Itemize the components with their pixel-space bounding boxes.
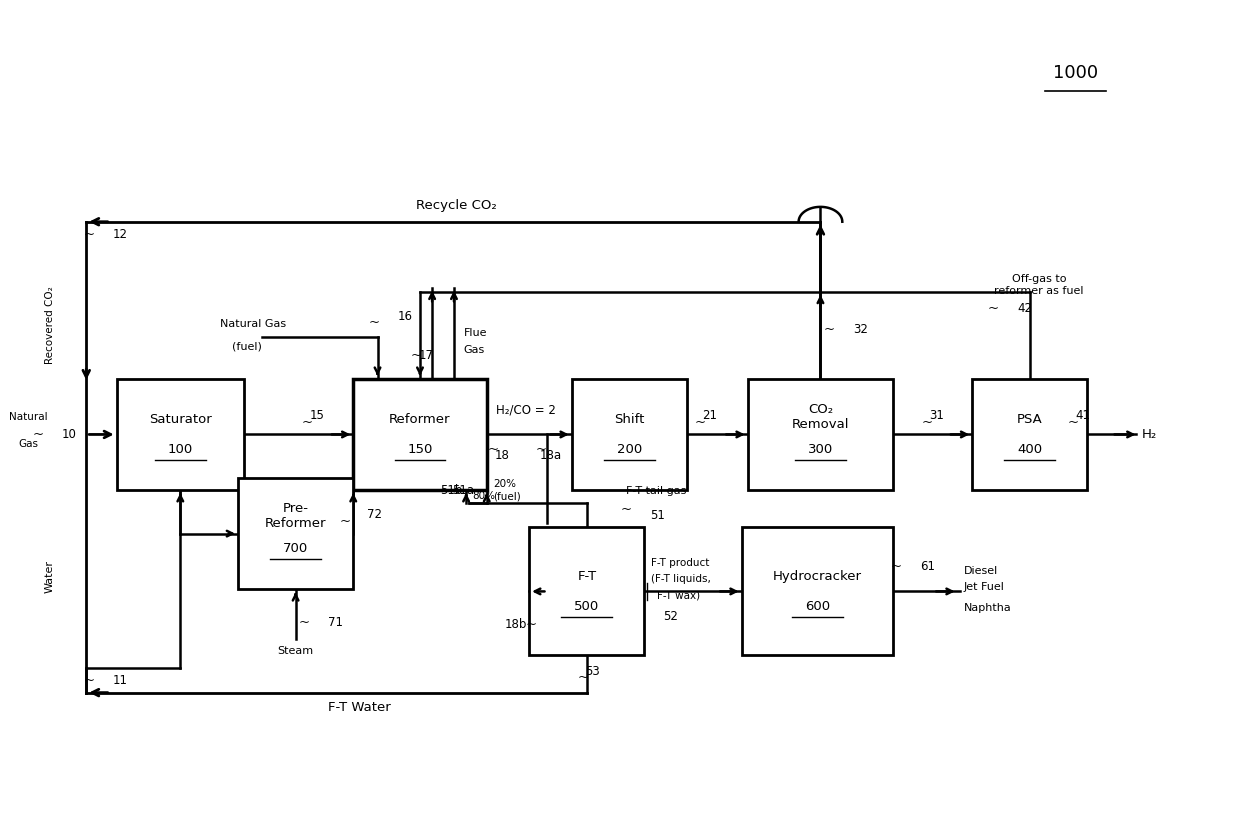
- Text: 500: 500: [574, 600, 599, 613]
- Text: Hydrocracker: Hydrocracker: [773, 570, 862, 583]
- Text: (fuel): (fuel): [232, 342, 262, 351]
- Text: Recovered CO₂: Recovered CO₂: [45, 286, 55, 364]
- Text: PSA: PSA: [1017, 413, 1043, 426]
- Text: 18b: 18b: [505, 618, 527, 631]
- Text: Water: Water: [45, 560, 55, 594]
- Text: Naphtha: Naphtha: [963, 603, 1012, 613]
- Text: 72: 72: [367, 508, 382, 521]
- Text: 41: 41: [1075, 409, 1090, 422]
- Text: 52: 52: [662, 610, 677, 622]
- Text: 100: 100: [167, 443, 193, 456]
- Text: 15: 15: [310, 409, 325, 422]
- Text: Gas: Gas: [464, 344, 485, 354]
- Text: 51: 51: [651, 509, 666, 522]
- Text: F-T Water: F-T Water: [327, 701, 391, 714]
- Text: 600: 600: [805, 600, 830, 613]
- Text: 12: 12: [113, 228, 128, 240]
- Text: F-T wax): F-T wax): [657, 591, 699, 601]
- Text: ~: ~: [578, 671, 589, 685]
- Text: Off-gas to: Off-gas to: [1012, 274, 1066, 284]
- Text: 31: 31: [930, 409, 945, 422]
- Text: ~: ~: [621, 502, 632, 516]
- Text: ~: ~: [487, 443, 498, 456]
- Text: ~: ~: [83, 674, 94, 687]
- Text: 53: 53: [585, 664, 600, 678]
- Text: reformer as fuel: reformer as fuel: [994, 286, 1084, 296]
- Bar: [572, 379, 687, 491]
- Text: ~: ~: [477, 484, 489, 496]
- Text: Reformer: Reformer: [265, 517, 326, 530]
- Bar: [972, 379, 1087, 491]
- Text: Jet Fuel: Jet Fuel: [963, 582, 1004, 592]
- Text: (F-T liquids,: (F-T liquids,: [651, 574, 711, 584]
- Text: ~: ~: [1068, 416, 1079, 428]
- Text: 18: 18: [495, 449, 510, 462]
- Text: 400: 400: [1017, 443, 1043, 456]
- Text: ~: ~: [987, 302, 998, 315]
- Text: ~: ~: [368, 316, 379, 329]
- Text: H₂/CO = 2: H₂/CO = 2: [496, 403, 557, 417]
- Text: ~: ~: [301, 416, 312, 428]
- Text: ~: ~: [410, 349, 422, 362]
- Text: 80%: 80%: [472, 491, 495, 501]
- Text: 18a: 18a: [539, 449, 562, 462]
- Text: Removal: Removal: [791, 418, 849, 431]
- Text: 300: 300: [807, 443, 833, 456]
- Text: 71: 71: [329, 616, 343, 629]
- Text: Shift: Shift: [614, 413, 645, 426]
- Text: ~: ~: [32, 428, 43, 441]
- Text: Recycle CO₂: Recycle CO₂: [417, 199, 497, 212]
- Text: 32: 32: [853, 323, 868, 336]
- Text: 150: 150: [407, 443, 433, 456]
- Text: 10: 10: [62, 428, 77, 441]
- Text: H₂: H₂: [1142, 428, 1157, 441]
- Text: ~: ~: [694, 416, 706, 428]
- Bar: [529, 528, 645, 655]
- Text: F-T product: F-T product: [651, 558, 709, 568]
- Bar: [353, 379, 487, 491]
- Text: ~: ~: [536, 443, 547, 456]
- Text: 20%: 20%: [492, 479, 516, 489]
- Text: ~: ~: [890, 560, 901, 573]
- Text: Natural: Natural: [9, 412, 47, 422]
- Text: Gas: Gas: [19, 438, 38, 449]
- Text: Diesel: Diesel: [963, 566, 998, 575]
- Text: 51b: 51b: [440, 484, 463, 496]
- Bar: [748, 379, 893, 491]
- Text: 200: 200: [616, 443, 642, 456]
- Text: ~: ~: [921, 416, 932, 428]
- Text: Natural Gas: Natural Gas: [219, 319, 286, 329]
- Text: Saturator: Saturator: [149, 413, 212, 426]
- Text: Steam: Steam: [278, 645, 314, 655]
- Text: 17: 17: [419, 349, 434, 362]
- Text: ~: ~: [465, 484, 476, 496]
- Text: F-T tail gas: F-T tail gas: [626, 486, 687, 496]
- Text: Reformer: Reformer: [389, 413, 451, 426]
- Bar: [117, 379, 244, 491]
- Text: ~: ~: [823, 323, 835, 336]
- Text: 1000: 1000: [1053, 64, 1097, 82]
- Text: 42: 42: [1017, 302, 1032, 315]
- Text: ~: ~: [299, 616, 310, 629]
- Text: F-T: F-T: [578, 570, 596, 583]
- Bar: [742, 528, 893, 655]
- Text: CO₂: CO₂: [808, 403, 833, 416]
- Text: Pre-: Pre-: [283, 502, 309, 515]
- Bar: [238, 478, 353, 590]
- Text: 61: 61: [920, 560, 935, 573]
- Text: ~: ~: [526, 618, 537, 631]
- Text: 700: 700: [283, 542, 309, 555]
- Text: 21: 21: [703, 409, 718, 422]
- Text: ~: ~: [340, 515, 351, 528]
- Text: (fuel): (fuel): [492, 491, 521, 501]
- Text: 51a: 51a: [453, 484, 475, 496]
- Text: 16: 16: [398, 309, 413, 323]
- Text: ~: ~: [83, 228, 94, 240]
- Text: 11: 11: [113, 674, 128, 687]
- Text: Flue: Flue: [464, 328, 487, 339]
